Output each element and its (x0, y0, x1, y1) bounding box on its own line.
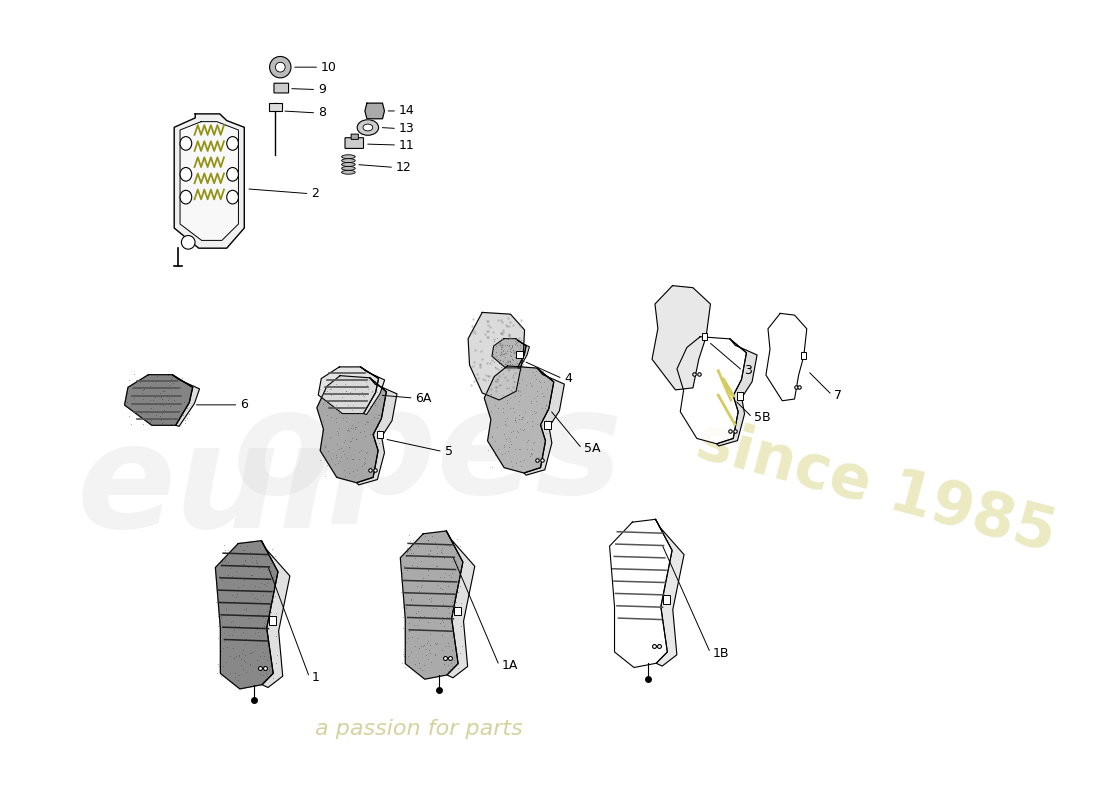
FancyBboxPatch shape (377, 431, 383, 438)
FancyBboxPatch shape (351, 134, 359, 139)
Text: eur: eur (77, 417, 352, 558)
Polygon shape (174, 114, 244, 248)
Polygon shape (717, 339, 757, 446)
Ellipse shape (180, 137, 191, 150)
Polygon shape (484, 366, 553, 473)
Ellipse shape (227, 137, 239, 150)
FancyBboxPatch shape (737, 392, 744, 399)
Text: 5A: 5A (584, 442, 601, 455)
Text: 1: 1 (311, 671, 319, 684)
Text: 13: 13 (399, 122, 415, 135)
Polygon shape (216, 541, 278, 689)
Ellipse shape (358, 120, 378, 135)
Polygon shape (656, 519, 684, 666)
Text: 8: 8 (318, 106, 327, 119)
Polygon shape (173, 374, 199, 426)
Polygon shape (356, 378, 397, 485)
Polygon shape (400, 531, 463, 679)
FancyBboxPatch shape (270, 617, 276, 626)
Ellipse shape (363, 124, 373, 131)
Text: 4: 4 (564, 372, 572, 385)
Text: 11: 11 (399, 138, 415, 151)
FancyBboxPatch shape (345, 138, 363, 149)
Circle shape (275, 62, 285, 72)
FancyBboxPatch shape (274, 83, 288, 93)
Text: 1A: 1A (502, 659, 518, 672)
Polygon shape (516, 338, 529, 369)
Polygon shape (652, 286, 711, 390)
Polygon shape (262, 541, 290, 687)
Text: 12: 12 (396, 161, 411, 174)
Text: 1B: 1B (713, 646, 729, 659)
Polygon shape (124, 374, 192, 426)
FancyBboxPatch shape (270, 102, 282, 111)
Polygon shape (524, 368, 564, 475)
Ellipse shape (342, 170, 355, 174)
FancyBboxPatch shape (702, 333, 707, 340)
Text: 10: 10 (321, 61, 337, 74)
Text: 3: 3 (745, 364, 752, 378)
Ellipse shape (180, 167, 191, 181)
Text: 2: 2 (311, 187, 319, 200)
Text: 6: 6 (241, 398, 249, 411)
Polygon shape (317, 376, 386, 482)
Polygon shape (447, 531, 475, 678)
Polygon shape (609, 519, 672, 667)
Polygon shape (766, 314, 806, 401)
FancyBboxPatch shape (454, 606, 461, 615)
FancyBboxPatch shape (801, 352, 806, 359)
Text: 7: 7 (834, 389, 842, 402)
Ellipse shape (180, 190, 191, 204)
Polygon shape (492, 338, 526, 368)
Polygon shape (180, 122, 239, 240)
Polygon shape (676, 337, 747, 444)
Polygon shape (361, 367, 385, 414)
Ellipse shape (342, 162, 355, 166)
FancyBboxPatch shape (516, 351, 522, 358)
Polygon shape (365, 103, 384, 118)
Text: 9: 9 (318, 83, 326, 96)
Ellipse shape (342, 158, 355, 162)
Ellipse shape (182, 235, 195, 249)
FancyBboxPatch shape (663, 595, 670, 604)
Text: 5B: 5B (755, 411, 771, 424)
Text: opes: opes (233, 383, 624, 524)
Text: a passion for parts: a passion for parts (315, 719, 522, 739)
Ellipse shape (342, 154, 355, 158)
Circle shape (270, 57, 292, 78)
Ellipse shape (227, 167, 239, 181)
Polygon shape (318, 367, 378, 414)
Text: 14: 14 (399, 105, 415, 118)
Text: since 1985: since 1985 (690, 411, 1063, 564)
Text: 6A: 6A (416, 391, 432, 405)
FancyBboxPatch shape (544, 422, 551, 429)
Text: 5: 5 (444, 445, 453, 458)
Ellipse shape (227, 190, 239, 204)
Ellipse shape (342, 166, 355, 170)
Polygon shape (469, 313, 525, 400)
